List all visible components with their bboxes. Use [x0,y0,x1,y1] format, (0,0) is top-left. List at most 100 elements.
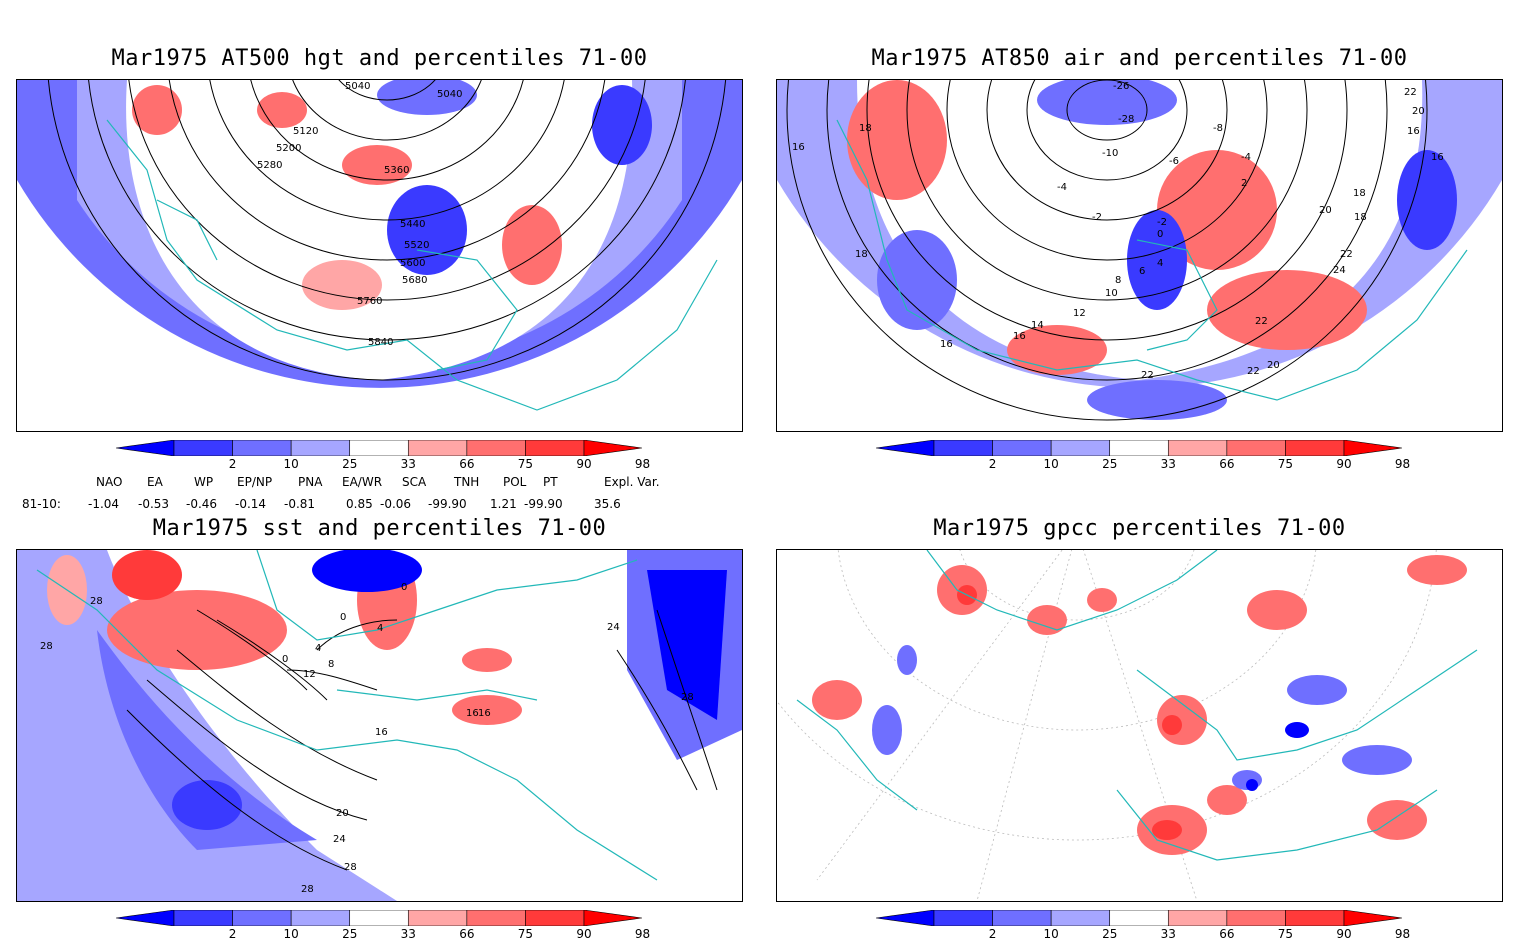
colorbar-segment [290,439,351,457]
panel2-contour-label: -2 [1157,217,1167,228]
colorbar-tick-label: 10 [1043,927,1059,941]
index-header: NAO [96,475,123,489]
index-value: -0.53 [138,497,170,511]
index-value: 1.21 [490,497,517,511]
colorbar-tick-label: 25 [1102,927,1118,941]
index-header: EA/WR [342,475,383,489]
index-header: SCA [402,475,427,489]
panel1-contour-label: 5120 [293,126,318,137]
colorbar-triangle-low [115,909,175,927]
panel2-contour-label: 16 [1407,126,1420,137]
colorbar-segment [1109,439,1169,457]
colorbar-segment [525,439,585,457]
colorbar-tick-label: 90 [576,927,592,941]
index-header: EP/NP [237,475,273,489]
colorbar-tick-label: 90 [576,457,592,471]
colorbar-tick-label: 90 [1336,457,1352,471]
colorbar-segment [173,439,233,457]
panel2-contour-label: 12 [1073,308,1086,319]
panel2-contour-label: 16 [940,339,953,350]
colorbar-segment [173,909,233,927]
panel3-contour-label: 28 [344,862,357,873]
colorbar-tick-label: 25 [342,457,358,471]
panel2-contour-label: 20 [1412,106,1425,117]
colorbar-triangle-high [583,909,643,927]
panel2-contour-label: 22 [1340,249,1353,260]
colorbar-tick-label: 2 [988,927,997,941]
colorbar-tick-label: 66 [459,927,475,941]
colorbar-segment [1050,439,1111,457]
index-header: WP [194,475,214,489]
panel2-map: -26 -28 -10 -8 -6 -4 -4 -2 -2 0 2 4 6 8 … [776,79,1503,432]
index-value: -0.46 [186,497,218,511]
colorbar-tick-label: 75 [517,457,534,471]
colorbar-segment [1226,909,1286,927]
colorbar-tick-label: 25 [342,927,358,941]
colorbar-segment [1167,439,1228,457]
colorbar-top-left: 2 10 25 33 66 75 90 98 [115,439,650,471]
colorbar-svg [115,439,643,457]
panel1-map-svg: 5040 5040 5120 5200 5280 5360 5440 5520 … [17,80,742,411]
panel2-contour-label: 20 [1319,205,1332,216]
panel2-contour-label: -10 [1102,148,1118,159]
panel1-contour-label: 5680 [402,275,427,286]
colorbar-segment [1109,909,1169,927]
panel2-contour-label: -6 [1169,156,1179,167]
panel2-contour-label: 22 [1247,366,1260,377]
index-header: EA [147,475,163,489]
panel3-contour-label: 0 [282,654,288,665]
index-value: -0.06 [380,497,412,511]
indices-row-label: 81-10: [22,497,61,511]
colorbar-triangle-high [1343,439,1403,457]
colorbar-triangle-high [1343,909,1403,927]
index-header: PNA [298,475,323,489]
panel3-contour-label: 4 [315,643,321,654]
colorbar-svg [115,909,643,927]
panel4-map [776,549,1503,902]
colorbar-segment [992,439,1052,457]
panel2-contour-label: -2 [1092,212,1102,223]
panel3-map: 28 28 0 4 8 0 4 12 16 20 24 28 28 0 16 1… [16,549,743,902]
panel3-contour-label: 16 [375,727,388,738]
colorbar-triangle-high [583,439,643,457]
index-value: -1.04 [88,497,120,511]
index-value: -99.90 [524,497,563,511]
colorbar-tick-label: 98 [634,927,651,941]
colorbar-tick-label: 2 [228,927,237,941]
panel1-contour-label: 5520 [404,240,429,251]
panel1-contour-label: 5440 [400,219,425,230]
colorbar-segment [1167,909,1228,927]
colorbar-triangle-low [875,439,935,457]
panel2-contour-label: 18 [859,123,872,134]
panel2-contour-label: -4 [1057,182,1067,193]
colorbar-segment [466,909,526,927]
panel3-contour-label: 24 [333,834,346,845]
colorbar-tick-label: 66 [1219,457,1235,471]
colorbar-tick-label: 98 [1394,927,1411,941]
colorbar-bottom-right: 2 10 25 33 66 75 90 98 [875,909,1410,941]
colorbar-tick-label: 98 [1394,457,1411,471]
colorbar-top-right: 2 10 25 33 66 75 90 98 [875,439,1410,471]
colorbar-tick-label: 66 [459,457,475,471]
panel4-map-svg [777,550,1478,901]
panel1-contour-label: 5040 [345,81,370,92]
panel2-contour-label: 10 [1105,288,1118,299]
panel1-contour-label: 5200 [276,143,301,154]
panel3-contour-label: 28 [681,692,694,703]
panel1-contour-label: 5760 [357,296,382,307]
colorbar-segment [1226,439,1286,457]
colorbar-tick-label: 10 [283,927,299,941]
panel3-contour-label: 28 [301,884,314,895]
panel2-contour-label: 6 [1139,266,1145,277]
index-value: -0.14 [235,497,267,511]
colorbar-tick-label: 33 [400,927,416,941]
colorbar-segment [1285,439,1345,457]
colorbar-tick-label: 33 [1160,927,1176,941]
panel2-contour-label: -8 [1213,123,1223,134]
panel2-title: Mar1975 AT850 air and percentiles 71-00 [871,46,1408,71]
panel3-contour-label: 20 [336,808,349,819]
panel1-map: 5040 5040 5120 5200 5280 5360 5440 5520 … [16,79,743,432]
colorbar-tick-label: 98 [634,457,651,471]
colorbar-segment [1050,909,1111,927]
colorbar-tick-label: 33 [400,457,416,471]
